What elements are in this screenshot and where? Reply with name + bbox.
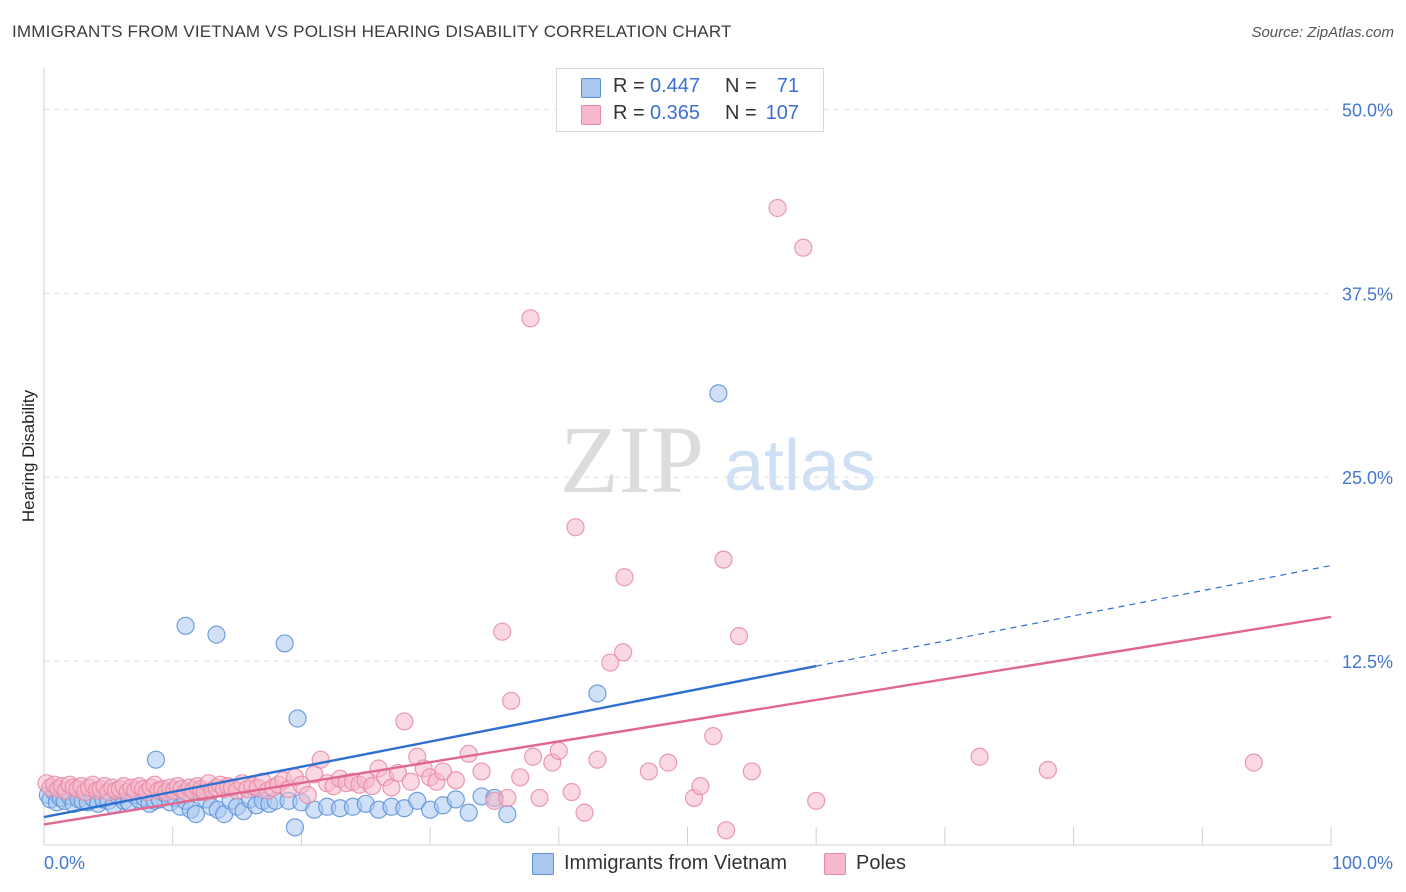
- poles-point: [1038, 760, 1057, 780]
- poles-point: [446, 771, 465, 790]
- vietnam-point: [186, 805, 205, 824]
- legend-n-label: N =: [725, 75, 757, 97]
- y-tick-label: 12.5%: [1342, 652, 1393, 672]
- vietnam-point: [408, 791, 427, 810]
- axes: [43, 68, 1332, 846]
- vietnam-point: [176, 616, 195, 635]
- x-tick-label: 100.0%: [1332, 853, 1393, 873]
- poles-point: [502, 691, 521, 710]
- vietnam-point: [588, 684, 607, 703]
- vietnam-point: [446, 790, 465, 809]
- vietnam-point: [275, 634, 294, 653]
- legend-n-value: 71: [776, 75, 799, 97]
- poles-point: [575, 803, 594, 822]
- legend-row-vietnam: R = 0.447 N = 71: [557, 75, 823, 101]
- bottom-legend-swatch-pink: [824, 853, 846, 875]
- poles-point: [566, 518, 585, 537]
- poles-point: [601, 653, 620, 672]
- poles-point: [363, 777, 382, 796]
- legend-r-value: 0.447: [650, 75, 701, 97]
- legend-r-value: 0.365: [650, 102, 701, 124]
- vietnam-point: [285, 818, 305, 837]
- poles-point: [704, 727, 723, 746]
- poles-point: [729, 626, 749, 646]
- vietnam-point: [288, 709, 307, 728]
- poles-point: [472, 762, 491, 781]
- trend-line-solid: [43, 615, 1332, 826]
- poles-point: [498, 788, 517, 808]
- watermark: ZIP atlas: [560, 406, 876, 513]
- legend-n-value: 107: [765, 102, 799, 124]
- poles-point: [768, 198, 787, 218]
- y-tick-label: 50.0%: [1342, 100, 1393, 120]
- poles-point: [714, 550, 733, 569]
- legend-swatch-blue: [581, 78, 601, 98]
- bottom-legend-label: Poles: [856, 852, 907, 874]
- y-axis-label: Hearing Disability: [19, 389, 38, 522]
- poles-point: [521, 309, 540, 328]
- tick-labels: 12.5% 25.0% 37.5% 50.0% 0.0% 100.0%: [44, 100, 1393, 873]
- poles-point: [401, 772, 420, 791]
- poles-point: [659, 753, 678, 772]
- poles-point: [717, 821, 736, 840]
- y-tick-label: 25.0%: [1342, 468, 1393, 488]
- poles-point: [493, 622, 512, 641]
- vietnam-point: [207, 625, 226, 644]
- poles-point: [433, 762, 453, 781]
- legend: R = 0.447 N = 71 R = 0.365 N = 107: [556, 68, 824, 132]
- y-tick-label: 37.5%: [1342, 284, 1393, 304]
- vietnam-point: [459, 803, 478, 822]
- bottom-legend-label: Immigrants from Vietnam: [564, 852, 788, 874]
- poles-point: [511, 768, 530, 787]
- legend-row-poles: R = 0.365 N = 107: [557, 102, 823, 128]
- poles-point: [1244, 753, 1263, 772]
- x-tick-label: 0.0%: [44, 853, 85, 873]
- poles-point: [742, 762, 761, 781]
- vietnam-point: [498, 805, 517, 824]
- data-points: [37, 198, 1263, 840]
- legend-n-label: N =: [725, 102, 757, 124]
- trend-lines: [43, 564, 1332, 826]
- poles-point: [311, 750, 330, 769]
- poles-point: [562, 782, 581, 802]
- poles-point: [549, 741, 568, 760]
- chart-title: IMMIGRANTS FROM VIETNAM VS POLISH HEARIN…: [12, 22, 732, 41]
- watermark-atlas: atlas: [724, 426, 876, 506]
- poles-point: [298, 785, 317, 805]
- vietnam-point: [146, 750, 166, 769]
- poles-point: [807, 791, 826, 810]
- watermark-zip: ZIP: [560, 406, 704, 513]
- poles-point: [691, 777, 710, 796]
- bottom-legend-swatch-blue: [532, 853, 554, 875]
- legend-r-label: R =: [613, 75, 645, 97]
- poles-point: [395, 712, 414, 731]
- poles-point: [614, 643, 633, 662]
- trend-line-dashed: [816, 564, 1332, 667]
- poles-point: [588, 750, 607, 769]
- vietnam-point: [709, 384, 728, 403]
- gridlines: [44, 108, 1331, 662]
- poles-point: [523, 747, 543, 766]
- source-note: Source: ZipAtlas.com: [1251, 24, 1394, 41]
- poles-point: [794, 238, 813, 257]
- poles-point: [530, 788, 549, 808]
- trend-line-solid: [43, 664, 817, 819]
- legend-swatch-pink: [581, 105, 601, 125]
- legend-r-label: R =: [613, 102, 645, 124]
- poles-point: [639, 762, 658, 781]
- poles-point: [615, 568, 634, 587]
- poles-point: [970, 747, 989, 766]
